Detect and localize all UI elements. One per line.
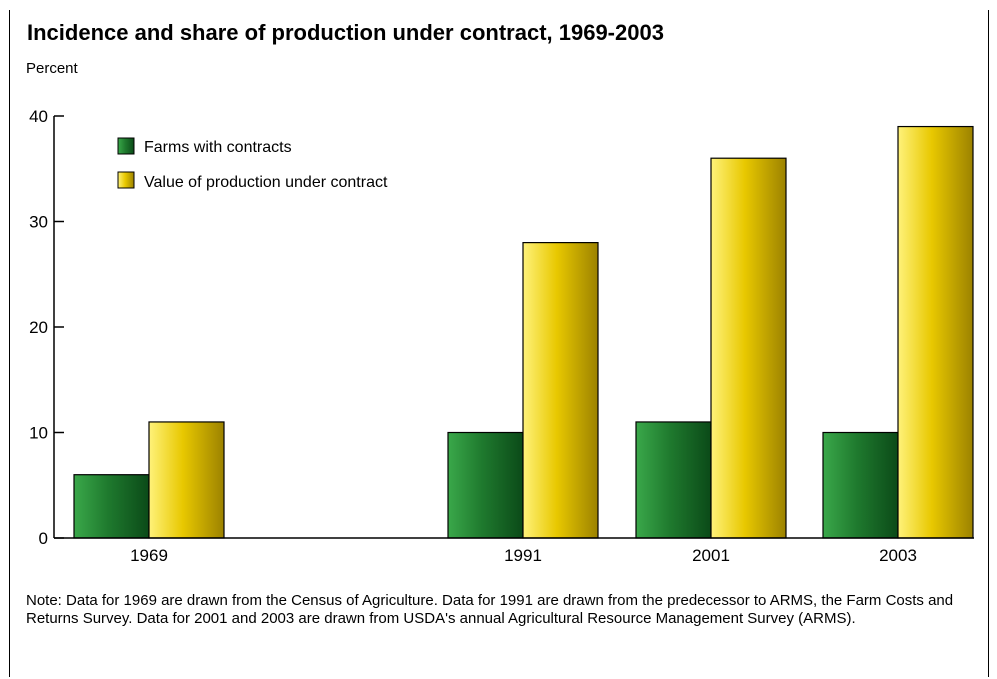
x-tick-label-2001: 2001 bbox=[692, 546, 730, 565]
y-tick-label-40: 40 bbox=[29, 107, 48, 126]
legend-label-value: Value of production under contract bbox=[144, 174, 388, 191]
bar-farms-2001 bbox=[635, 421, 712, 539]
legend: Farms with contracts Value of production… bbox=[117, 137, 388, 191]
bar-value-2003 bbox=[897, 125, 974, 539]
legend-label-farms: Farms with contracts bbox=[144, 139, 292, 156]
bar-value-1991 bbox=[522, 242, 599, 539]
chart-frame bbox=[9, 10, 989, 677]
axes-group: 1969 1991 2001 2003 0 10 20 30 40 bbox=[29, 107, 974, 565]
x-tick-label-1991: 1991 bbox=[504, 546, 542, 565]
y-tick-label-10: 10 bbox=[29, 424, 48, 443]
bar-value-1969 bbox=[148, 421, 225, 539]
x-tick-label-1969: 1969 bbox=[130, 546, 168, 565]
y-tick-label-30: 30 bbox=[29, 213, 48, 232]
bar-value-2001 bbox=[710, 157, 787, 539]
bar-chart: 1969 1991 2001 2003 0 10 20 30 40 Farms with con… bbox=[29, 107, 974, 565]
y-tick-label-0: 0 bbox=[39, 529, 48, 548]
legend-swatch-farms bbox=[117, 137, 135, 155]
bars-group bbox=[73, 125, 974, 539]
bar-farms-1969 bbox=[73, 474, 150, 539]
chart-note: Note: Data for 1969 are drawn from the C… bbox=[26, 592, 954, 627]
bar-farms-2003 bbox=[822, 431, 899, 539]
y-axis-label: Percent bbox=[26, 60, 78, 77]
x-tick-label-2003: 2003 bbox=[879, 546, 917, 565]
legend-swatch-value bbox=[117, 171, 135, 189]
chart-title: Incidence and share of production under … bbox=[27, 20, 664, 45]
bar-farms-1991 bbox=[447, 431, 524, 539]
y-tick-label-20: 20 bbox=[29, 318, 48, 337]
